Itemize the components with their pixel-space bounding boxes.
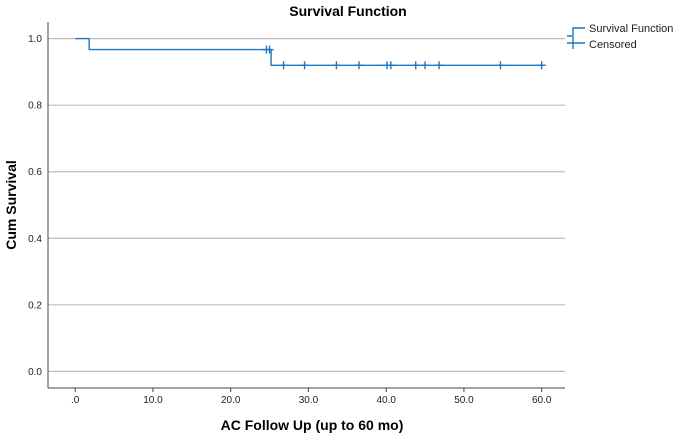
censored-marker bbox=[354, 61, 363, 70]
survival-function-series bbox=[75, 37, 542, 66]
censored-marker bbox=[411, 61, 420, 70]
legend-label-survival-function: Survival Function bbox=[589, 23, 673, 35]
y-tick-label: 0.0 bbox=[28, 367, 42, 378]
x-tick-label: 60.0 bbox=[532, 395, 552, 406]
legend-item-censored: Censored bbox=[567, 37, 637, 51]
legend-step-icon bbox=[567, 27, 585, 37]
censored-marker bbox=[332, 61, 341, 70]
chart-title: Survival Function bbox=[289, 3, 406, 19]
x-tick-label: 40.0 bbox=[376, 395, 396, 406]
censored-marker bbox=[386, 61, 395, 70]
y-tick-labels: 0.0 0.2 0.4 0.6 0.8 1.0 bbox=[28, 34, 42, 378]
censored-marker bbox=[279, 61, 288, 70]
x-tick-label: 10.0 bbox=[143, 395, 163, 406]
legend-label-censored: Censored bbox=[589, 39, 637, 51]
x-tick-label: 20.0 bbox=[221, 395, 241, 406]
censored-marker bbox=[537, 61, 546, 70]
legend: Survival Function Censored bbox=[567, 23, 673, 51]
censored-marker bbox=[265, 45, 274, 54]
x-tick-label: 30.0 bbox=[299, 395, 319, 406]
y-tick-label: 0.6 bbox=[28, 167, 42, 178]
censored-marker bbox=[300, 61, 309, 70]
censored-marker bbox=[496, 61, 505, 70]
grid-lines bbox=[48, 38, 565, 372]
x-tick-labels: .0 10.0 20.0 30.0 40.0 50.0 60.0 bbox=[71, 395, 552, 406]
censored-marker bbox=[435, 61, 444, 70]
y-tick-label: 0.2 bbox=[28, 300, 42, 311]
axes bbox=[47, 22, 565, 392]
x-axis-label: AC Follow Up (up to 60 mo) bbox=[221, 417, 404, 433]
x-tick-label: 50.0 bbox=[454, 395, 474, 406]
y-tick-label: 1.0 bbox=[28, 34, 42, 45]
y-tick-label: 0.4 bbox=[28, 234, 42, 245]
x-tick-label: .0 bbox=[71, 395, 80, 406]
censored-series bbox=[262, 45, 546, 70]
censored-marker bbox=[421, 61, 430, 70]
legend-item-survival-function: Survival Function bbox=[567, 23, 673, 37]
survival-step-line bbox=[75, 37, 542, 66]
y-axis-label: Cum Survival bbox=[3, 160, 19, 249]
y-tick-label: 0.8 bbox=[28, 101, 42, 112]
